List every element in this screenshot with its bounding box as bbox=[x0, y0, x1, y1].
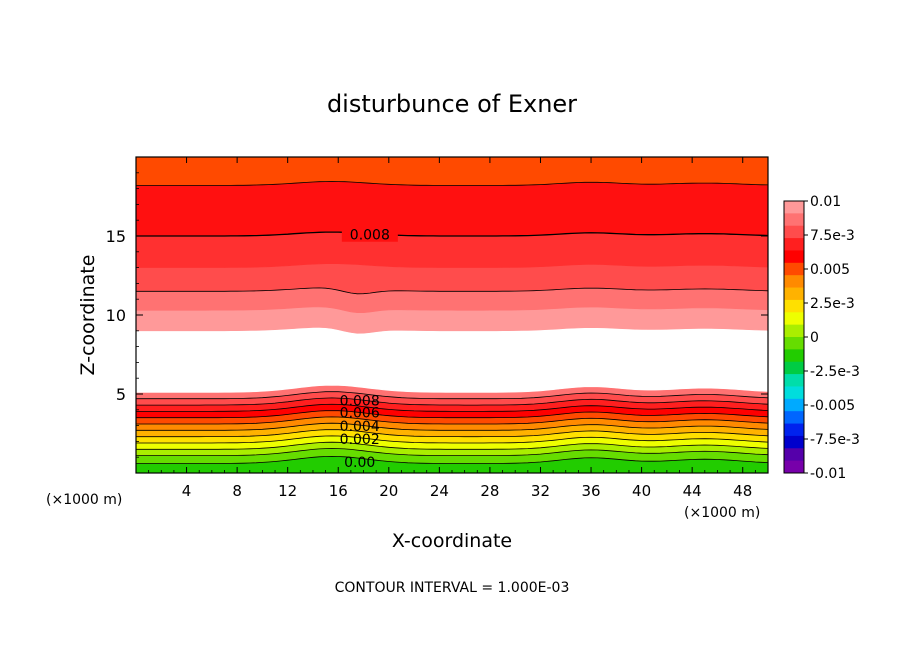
x-tick-label: 44 bbox=[683, 482, 702, 500]
contour-line bbox=[136, 391, 769, 400]
contour-label: 0.008 bbox=[340, 394, 380, 410]
contour-line bbox=[136, 416, 769, 425]
colorbar-tick-label: 0.005 bbox=[810, 262, 850, 278]
y-tick-label: 5 bbox=[116, 385, 126, 404]
colorbar-tick-label: -2.5e-3 bbox=[810, 364, 860, 380]
colorbar-swatch bbox=[784, 460, 804, 474]
contour-line bbox=[136, 441, 769, 450]
contour-fill-layers bbox=[135, 156, 769, 474]
contour-line bbox=[136, 422, 769, 431]
x-tick-label: 40 bbox=[632, 482, 651, 500]
colorbar-swatch bbox=[784, 361, 804, 375]
colorbar-swatch bbox=[784, 201, 804, 214]
x-axis-ticks: 4 8 12 16 20 24 28 32 36 40 44 48 bbox=[148, 157, 756, 500]
x-tick-label: 16 bbox=[329, 482, 348, 500]
colorbar-swatch bbox=[784, 411, 804, 424]
x-tick-label: 24 bbox=[430, 482, 449, 500]
colorbar-swatch bbox=[784, 275, 804, 288]
colorbar-tick-label: 2.5e-3 bbox=[810, 296, 855, 312]
colorbar-swatch bbox=[784, 386, 804, 400]
colorbar: 0.01 7.5e-3 0.005 2.5e-3 0 -2.5e-3 -0.005 -7.5e… bbox=[783, 194, 860, 482]
contour-lines bbox=[136, 181, 769, 464]
colorbar-swatch bbox=[784, 299, 804, 313]
colorbar-swatch bbox=[784, 312, 804, 326]
colorbar-swatch bbox=[784, 225, 804, 239]
contour-line bbox=[136, 429, 769, 438]
contour-line bbox=[136, 287, 769, 295]
colorbar-tick-label: -7.5e-3 bbox=[810, 432, 860, 448]
contour-line bbox=[136, 403, 769, 412]
x-tick-label: 20 bbox=[379, 482, 398, 500]
colorbar-swatch bbox=[784, 213, 804, 227]
x-axis-label: X-coordinate bbox=[392, 530, 512, 552]
contour-line bbox=[136, 231, 769, 237]
x-axis-unit: (×1000 m) bbox=[684, 505, 760, 521]
colorbar-swatch bbox=[784, 374, 804, 387]
x-tick-label: 4 bbox=[182, 482, 192, 500]
contour-line bbox=[136, 397, 769, 406]
contour-band bbox=[135, 306, 769, 334]
colorbar-tick-label: 0.01 bbox=[810, 194, 841, 210]
x-tick-label: 28 bbox=[480, 482, 499, 500]
x-tick-label: 32 bbox=[531, 482, 550, 500]
colorbar-tick-label: -0.005 bbox=[810, 398, 855, 414]
contour-band bbox=[135, 156, 769, 186]
colorbar-swatch bbox=[784, 337, 804, 350]
colorbar-swatch bbox=[784, 448, 804, 462]
x-tick-label: 12 bbox=[278, 482, 297, 500]
x-tick-label: 36 bbox=[581, 482, 600, 500]
contour-line bbox=[136, 410, 769, 419]
colorbar-swatch bbox=[784, 238, 804, 251]
colorbar-swatch bbox=[784, 435, 804, 449]
x-tick-label: 48 bbox=[733, 482, 752, 500]
colorbar-tick-label: 7.5e-3 bbox=[810, 228, 855, 244]
y-axis-label: Z-coordinate bbox=[77, 255, 99, 376]
contour-interval-footer: CONTOUR INTERVAL = 1.000E-03 bbox=[335, 580, 570, 596]
contour-label: 0.004 bbox=[340, 419, 380, 435]
contour-label: 0.00 bbox=[344, 455, 375, 471]
colorbar-swatch bbox=[784, 324, 804, 338]
y-tick-label: 10 bbox=[106, 306, 126, 325]
contour-label-bg bbox=[341, 225, 398, 242]
colorbar-tick-label: 0 bbox=[810, 330, 819, 346]
contour-line bbox=[136, 435, 769, 444]
colorbar-swatch bbox=[784, 398, 804, 412]
colorbar-swatch bbox=[784, 349, 804, 363]
contour-band bbox=[135, 181, 769, 237]
chart-title: disturbunce of Exner bbox=[327, 90, 577, 118]
y-axis-ticks: 5 10 15 bbox=[106, 172, 768, 458]
colorbar-swatch bbox=[784, 423, 804, 437]
contour-line bbox=[136, 448, 769, 456]
x-tick-label: 8 bbox=[232, 482, 242, 500]
contour-label: 0.006 bbox=[340, 405, 380, 421]
contour-band bbox=[135, 231, 769, 268]
contour-label: 0.008 bbox=[350, 228, 390, 244]
y-tick-label: 15 bbox=[106, 227, 126, 246]
contour-label: 0.002 bbox=[340, 432, 380, 448]
contour-line bbox=[136, 455, 769, 464]
colorbar-swatch bbox=[784, 262, 804, 276]
colorbar-swatch bbox=[784, 250, 804, 264]
contour-band bbox=[135, 327, 769, 393]
colorbar-tick-label: -0.01 bbox=[810, 466, 846, 482]
colorbar-swatch bbox=[784, 287, 804, 301]
z-axis-unit: (×1000 m) bbox=[46, 492, 122, 508]
contour-line bbox=[136, 181, 769, 186]
